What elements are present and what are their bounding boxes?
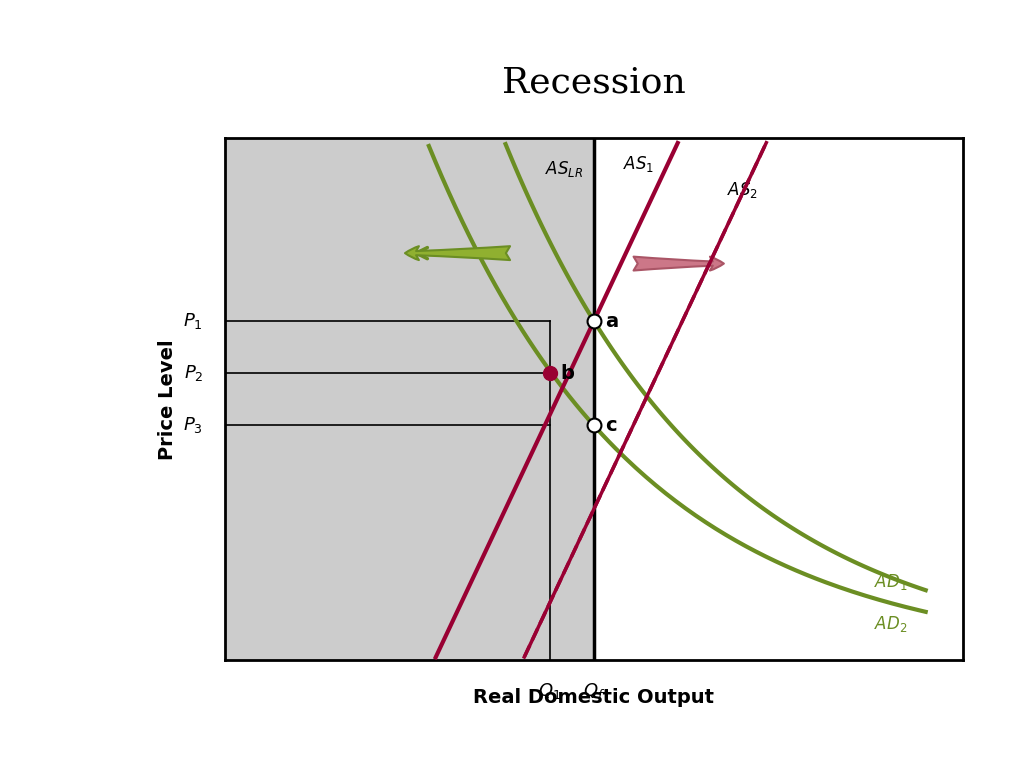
Text: c: c bbox=[605, 416, 616, 435]
Text: 35-8: 35-8 bbox=[954, 740, 1004, 758]
Text: b: b bbox=[561, 364, 574, 382]
Text: $Q_f$: $Q_f$ bbox=[583, 681, 605, 701]
Text: LO2: LO2 bbox=[20, 740, 62, 758]
Text: $AS_1$: $AS_1$ bbox=[624, 154, 654, 174]
Text: $Q_1$: $Q_1$ bbox=[539, 681, 561, 701]
Text: Extended AD-AS Model: Extended AD-AS Model bbox=[223, 25, 801, 68]
Text: $AS_2$: $AS_2$ bbox=[727, 180, 758, 200]
Text: $P_3$: $P_3$ bbox=[183, 415, 203, 435]
X-axis label: Real Domestic Output: Real Domestic Output bbox=[473, 688, 715, 707]
Text: $AD_1$: $AD_1$ bbox=[874, 572, 907, 592]
Y-axis label: Price Level: Price Level bbox=[158, 339, 177, 460]
Text: $P_2$: $P_2$ bbox=[183, 363, 203, 383]
Text: Recession: Recession bbox=[502, 66, 686, 100]
Bar bbox=[225, 138, 594, 660]
Text: $AS_{LR}$: $AS_{LR}$ bbox=[545, 159, 583, 179]
Text: $P_1$: $P_1$ bbox=[183, 311, 203, 331]
Text: a: a bbox=[605, 312, 618, 330]
Text: $AD_2$: $AD_2$ bbox=[874, 614, 907, 634]
